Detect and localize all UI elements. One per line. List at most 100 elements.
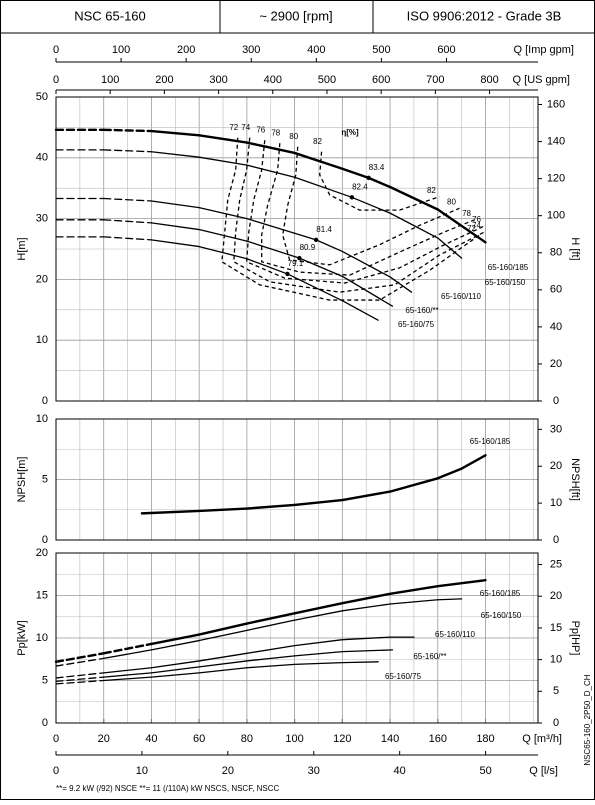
- y2-axis-title: H [ft]: [569, 237, 581, 260]
- bep-label: 81.4: [316, 225, 332, 234]
- curve-segment: [198, 228, 248, 242]
- curve-segment: [150, 666, 200, 674]
- y-tick-label: 30: [36, 213, 48, 225]
- flow-tick-label: 0: [53, 733, 59, 745]
- curve-segment: [293, 232, 317, 241]
- curve-segment: [351, 196, 391, 214]
- efficiency-label: 78: [271, 128, 280, 137]
- flow-tick-label: 600: [437, 44, 455, 56]
- efficiency-label: 76: [256, 125, 265, 134]
- efficiency-contour: [245, 140, 485, 284]
- curve-segment: [150, 633, 201, 646]
- curve-label: 65-160/110: [441, 292, 481, 301]
- bep-point: [285, 271, 290, 277]
- bep-label: 83.4: [369, 163, 385, 172]
- curve-segment: [293, 662, 343, 665]
- y2-tick-label: 60: [550, 284, 562, 296]
- flow-axis-title: Q [Imp gpm]: [513, 44, 574, 56]
- flow-tick-label: 20: [98, 733, 110, 745]
- curve-segment: [245, 612, 296, 625]
- curve-segment: [150, 129, 201, 137]
- y-tick-label: 5: [42, 674, 48, 686]
- curve-segment: [103, 676, 153, 682]
- y2-tick-label: 10: [550, 654, 562, 666]
- plot-frame: [55, 418, 539, 541]
- curve-segment: [150, 639, 200, 651]
- curve-segment: [198, 629, 248, 642]
- curve-segment: [245, 503, 296, 510]
- flow-axis-title: Q [US gpm]: [513, 74, 570, 86]
- flow-tick-label: 40: [394, 765, 406, 777]
- curve-segment: [55, 679, 105, 685]
- curve-segment: [245, 141, 296, 155]
- y2-tick-label: 100: [547, 210, 565, 222]
- flow-tick-label: 120: [333, 733, 351, 745]
- curve-segment: [341, 649, 394, 653]
- curve-segment: [103, 672, 153, 678]
- curve-segment: [437, 598, 463, 601]
- bep-label: 82.4: [352, 182, 368, 191]
- flow-tick-label: 500: [318, 74, 336, 86]
- y-tick-label: 0: [42, 717, 48, 729]
- curve-segment: [389, 276, 413, 293]
- curve-segment: [341, 250, 391, 278]
- flow-tick-label: 30: [308, 765, 320, 777]
- curve-segment: [389, 599, 439, 605]
- curve-segment: [103, 667, 153, 674]
- bep-point: [366, 175, 371, 181]
- curve-segment: [54, 652, 105, 663]
- efficiency-label: 82: [313, 137, 322, 146]
- y2-tick-label: 0: [553, 717, 559, 729]
- curve-label: 65-160/**: [413, 652, 446, 661]
- curve-segment: [102, 642, 153, 655]
- plot-frame: [55, 552, 539, 724]
- y2-tick-label: 120: [547, 173, 565, 185]
- flow-tick-label: 800: [480, 74, 498, 86]
- drawing-code: NSC65-160_2P50_D_CH: [583, 674, 592, 765]
- curve-segment: [246, 240, 301, 259]
- curve-segment: [341, 275, 394, 307]
- curve-segment: [341, 167, 370, 180]
- flow-tick-label: 80: [241, 733, 253, 745]
- flow-tick-label: 700: [426, 74, 444, 86]
- efficiency-label: 76: [472, 215, 481, 224]
- efficiency-contour: [221, 137, 480, 301]
- y-tick-label: 10: [36, 413, 48, 425]
- efficiency-label: 74: [241, 123, 250, 132]
- y2-tick-label: 20: [550, 590, 562, 602]
- y2-tick-label: 20: [550, 358, 562, 370]
- curve-segment: [150, 222, 200, 231]
- y-axis-title: NPSH[m]: [16, 457, 28, 503]
- bep-point: [313, 237, 319, 243]
- curve-label: 65-160/150: [485, 278, 526, 287]
- efficiency-title: η[%]: [341, 128, 359, 137]
- flow-axis-title: Q [m³/h]: [522, 733, 562, 745]
- y-tick-label: 10: [36, 632, 48, 644]
- curve-segment: [103, 149, 153, 153]
- efficiency-label: 80: [447, 197, 456, 206]
- curve-segment: [341, 490, 392, 502]
- header-standard: ISO 9906:2012 - Grade 3B: [407, 8, 562, 23]
- curve-segment: [55, 657, 105, 667]
- curve-label: 65-160/75: [385, 672, 422, 681]
- efficiency-contour: [319, 151, 440, 211]
- curve-segment: [286, 273, 343, 302]
- curve-segment: [293, 498, 344, 507]
- y2-tick-label: 30: [550, 423, 562, 435]
- y2-tick-label: 15: [550, 622, 562, 634]
- efficiency-contour: [261, 143, 475, 276]
- curve-segment: [293, 639, 343, 647]
- flow-tick-label: 400: [307, 44, 325, 56]
- curve-segment: [315, 239, 343, 253]
- curve-segment: [298, 257, 343, 278]
- bep-label: 80.9: [300, 243, 316, 252]
- curve-label: 65-160/**: [405, 306, 438, 315]
- curve-segment: [198, 667, 248, 674]
- curve-segment: [341, 592, 392, 605]
- curve-segment: [55, 676, 105, 682]
- y-tick-label: 20: [36, 547, 48, 559]
- flow-tick-label: 0: [53, 74, 59, 86]
- y-tick-label: 50: [36, 91, 48, 103]
- curve-segment: [341, 300, 379, 321]
- curve-segment: [293, 151, 344, 170]
